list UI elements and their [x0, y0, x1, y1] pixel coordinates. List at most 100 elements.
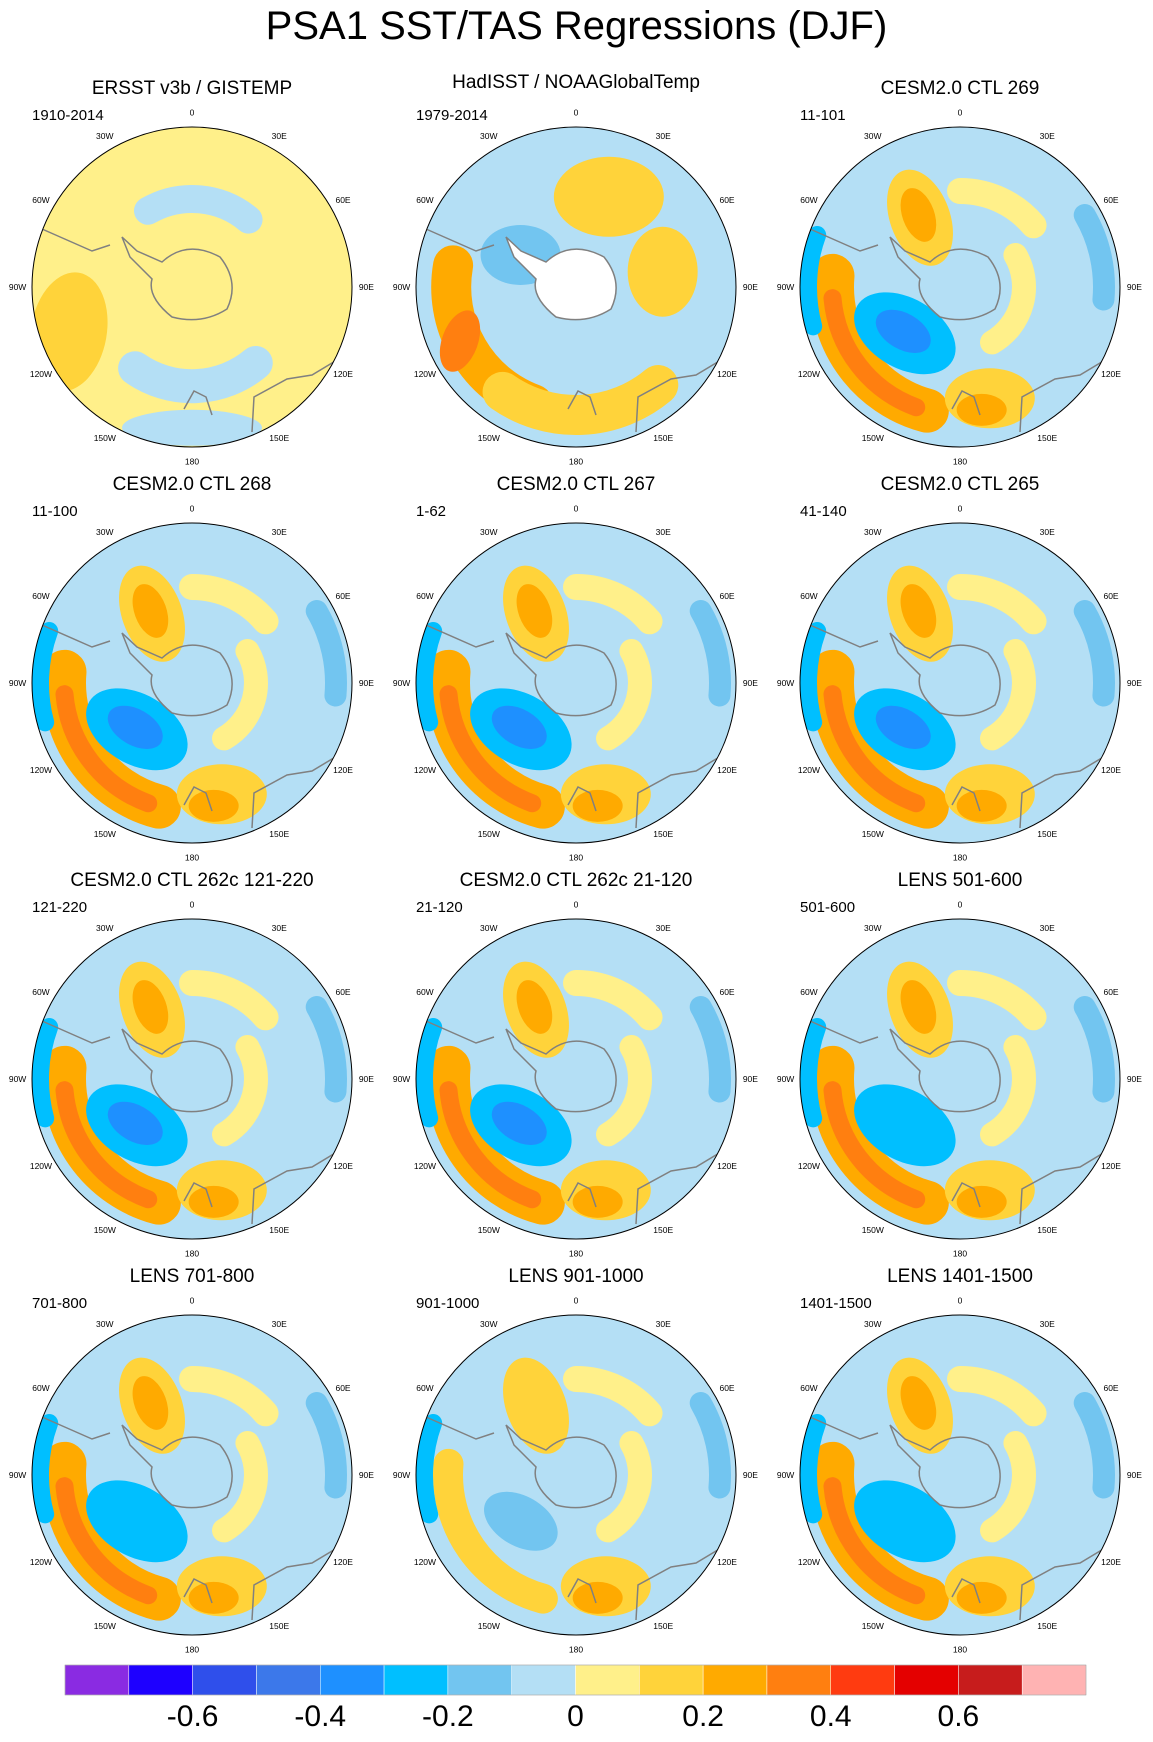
- colorbar-swatch: [958, 1664, 1023, 1696]
- new-zealand-coastline: [567, 1578, 597, 1604]
- map-field: [32, 127, 352, 447]
- map-field: [32, 1315, 352, 1635]
- panel-title: LENS 1401-1500: [887, 1266, 1033, 1287]
- map-panel: CESM2.0 CTL 262c 21-120 21-120 0 30E 60E 90E 1…: [384, 864, 768, 1259]
- colorbar-swatch: [702, 1664, 768, 1696]
- longitude-label: 30W: [96, 923, 113, 933]
- anomaly-blob: [439, 310, 481, 372]
- warm-core: [188, 789, 239, 822]
- longitude-label: 90E: [359, 282, 374, 292]
- longitude-label: 90E: [743, 1074, 758, 1084]
- longitude-label: 120W: [798, 369, 820, 379]
- longitude-label: 60E: [335, 591, 350, 601]
- longitude-label: 150W: [862, 433, 884, 443]
- longitude-label: 30W: [864, 923, 881, 933]
- longitude-label: 60W: [800, 987, 817, 997]
- cold-arc: [689, 1392, 731, 1499]
- colorbar-swatch: [320, 1664, 385, 1696]
- map-border: [415, 126, 737, 448]
- new-zealand-coastline: [567, 786, 597, 812]
- warm-core: [900, 980, 937, 1034]
- australia-coastline: [251, 1544, 343, 1621]
- longitude-label: 90E: [359, 678, 374, 688]
- colorbar-swatch: [256, 1664, 321, 1696]
- longitude-label: 30W: [864, 1319, 881, 1329]
- longitude-label: 30W: [864, 527, 881, 537]
- neutral-ring: [947, 1366, 1047, 1427]
- colorbar-swatch: [766, 1664, 831, 1696]
- australia-coastline: [1019, 752, 1111, 829]
- map-border: [799, 126, 1121, 448]
- map-field: [416, 523, 736, 843]
- longitude-label: 180: [953, 852, 967, 862]
- longitude-label: 150E: [653, 433, 673, 443]
- cold-core: [491, 705, 547, 749]
- neutral-ring: [947, 178, 1047, 239]
- longitude-label: 150W: [478, 1621, 500, 1631]
- longitude-label: 90E: [743, 1470, 758, 1480]
- south-america-coastline: [41, 624, 111, 648]
- warm-core: [55, 1081, 158, 1209]
- longitude-label: 60E: [335, 195, 350, 205]
- map-border: [31, 522, 353, 844]
- neutral-ring: [947, 574, 1047, 635]
- longitude-label: 60W: [32, 1383, 49, 1393]
- polar-map: 0 30E 60E 90E 120E 150E 180 150W 120W 90W 60W 30W: [9, 108, 374, 467]
- longitude-label: 60W: [32, 987, 49, 997]
- anomaly-blob: [627, 226, 698, 317]
- longitude-label: 120W: [30, 369, 52, 379]
- warm-core: [439, 685, 542, 813]
- neutral-ring: [212, 1431, 268, 1543]
- longitude-label: 60E: [1103, 987, 1118, 997]
- neutral-ring: [596, 1035, 652, 1147]
- warm-core: [572, 1581, 623, 1614]
- cold-arc: [32, 1018, 59, 1128]
- new-zealand-coastline: [567, 1182, 597, 1208]
- warm-core: [823, 685, 926, 813]
- longitude-label: 150W: [94, 1225, 116, 1235]
- longitude-label: 0: [958, 1296, 963, 1306]
- south-america-coastline: [425, 1416, 495, 1440]
- longitude-label: 0: [190, 108, 195, 118]
- warm-core: [956, 789, 1007, 822]
- colorbar-tick-label: 0: [567, 1700, 584, 1733]
- figure-title: PSA1 SST/TAS Regressions (DJF): [265, 4, 888, 48]
- map-border: [415, 1314, 737, 1636]
- panel-period: 11-101: [800, 107, 846, 124]
- longitude-label: 30E: [656, 923, 671, 933]
- longitude-label: 60E: [719, 591, 734, 601]
- australia-coastline: [635, 356, 727, 433]
- longitude-label: 120E: [717, 369, 737, 379]
- longitude-label: 30W: [480, 1319, 497, 1329]
- south-america-coastline: [809, 1416, 879, 1440]
- map-panel: CESM2.0 CTL 262c 121-220 121-220 0 30E 60E 90…: [0, 864, 384, 1259]
- antarctica-coastline: [889, 1424, 1001, 1509]
- longitude-label: 60W: [416, 195, 433, 205]
- longitude-label: 0: [190, 900, 195, 910]
- panel-title: LENS 501-600: [897, 870, 1023, 891]
- longitude-label: 0: [574, 108, 579, 118]
- colorbar-tick-label: 0.2: [682, 1700, 724, 1733]
- antarctica-coastline: [505, 632, 617, 717]
- cold-arc: [416, 1018, 443, 1128]
- south-america-coastline: [41, 1416, 111, 1440]
- antarctica-coastline: [889, 1028, 1001, 1113]
- panel-title: CESM2.0 CTL 267: [496, 474, 656, 495]
- longitude-label: 120E: [1101, 1161, 1121, 1171]
- longitude-label: 150W: [862, 1225, 884, 1235]
- polar-map: 0 30E 60E 90E 120E 150E 180 150W 120W 90W 60W 30W: [9, 1296, 374, 1655]
- longitude-label: 90W: [393, 678, 410, 688]
- longitude-label: 150E: [653, 1225, 673, 1235]
- longitude-label: 90E: [359, 1074, 374, 1084]
- panel-title: ERSST v3b / GISTEMP: [91, 78, 293, 99]
- map-field: [800, 919, 1120, 1239]
- panel-period: 21-120: [416, 899, 463, 916]
- antarctica-coastline: [121, 1424, 233, 1509]
- map-field: [416, 1315, 736, 1635]
- map-border: [31, 918, 353, 1240]
- longitude-label: 150E: [269, 433, 289, 443]
- longitude-label: 150W: [862, 1621, 884, 1631]
- antarctica-coastline: [889, 632, 1001, 717]
- australia-coastline: [251, 1148, 343, 1225]
- longitude-label: 150W: [94, 433, 116, 443]
